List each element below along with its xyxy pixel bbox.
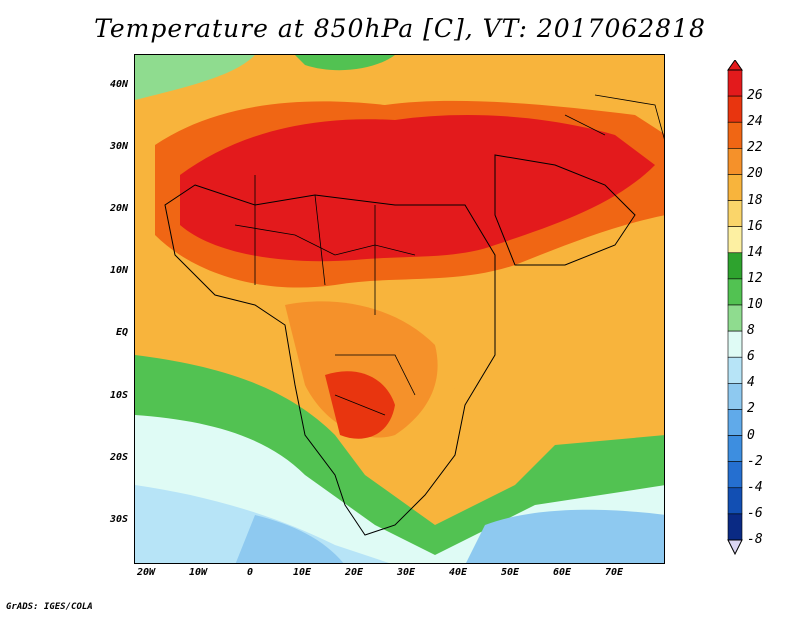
lat-label-10n: 10N (109, 265, 128, 276)
border-line-3 (334, 354, 416, 416)
colorbar-box (727, 461, 743, 489)
lat-label-10s: 10S (109, 390, 128, 401)
credit-text: GrADS: IGES/COLA (6, 602, 93, 612)
colorbar-box (727, 200, 743, 227)
colorbar-box (727, 278, 743, 306)
colorbar-tick-label: 16 (747, 218, 763, 234)
colorbar-tick-label: 18 (747, 192, 763, 208)
colorbar-tick-label: 6 (747, 349, 755, 365)
colorbar-box (727, 174, 743, 201)
lon-label-30e: 30E (396, 567, 416, 578)
colorbar-tick-label: 22 (747, 140, 763, 156)
border-line-1 (234, 224, 416, 256)
map-title: Temperature at 850hPa [C], VT: 201706281… (94, 14, 706, 43)
colorbar-tick-label: 20 (747, 166, 763, 182)
africa-outline (164, 184, 496, 536)
colorbar-box (727, 121, 743, 149)
colorbar-box (727, 330, 743, 358)
colorbar-bottom-arrow (727, 539, 743, 556)
colorbar-box (727, 304, 743, 332)
indian-ocean-warm (435, 285, 664, 435)
colorbar-tick-label: 12 (747, 270, 763, 286)
lon-label-10w: 10W (188, 567, 208, 578)
colorbar-tick-label: 2 (747, 401, 755, 417)
colorbar-tick-label: 24 (747, 114, 763, 130)
lon-label-40e: 40E (448, 567, 468, 578)
arabia-outline (494, 154, 636, 266)
colorbar-tick-label: -4 (747, 479, 763, 495)
colorbar-box (727, 383, 743, 410)
colorbar-box (727, 513, 743, 541)
colorbar-tick-label: 8 (747, 323, 755, 339)
lat-label-20n: 20N (109, 203, 128, 214)
lon-label-50e: 50E (500, 567, 520, 578)
colorbar-tick-label: 14 (747, 244, 763, 260)
colorbar-box (727, 487, 743, 515)
colorbar-tick-label: -2 (747, 453, 763, 469)
colorbar-box (727, 148, 743, 175)
colorbar-legend: 26 24 22 20 18 16 14 12 10 8 6 4 2 0 -2 -4 -6 -8 (725, 60, 795, 560)
colorbar-tick-label: 10 (747, 297, 763, 312)
border-line-4 (564, 94, 664, 140)
temperature-map (134, 54, 665, 564)
north-atlantic-cool (135, 55, 255, 100)
colorbar-box (727, 435, 743, 462)
lon-label-20w: 20W (136, 567, 156, 578)
colorbar-tick-label: -6 (747, 505, 763, 521)
lat-label-30s: 30S (109, 514, 128, 525)
europe-cool (295, 55, 395, 71)
map-canvas (135, 55, 664, 563)
southern-cold-band-east (466, 509, 664, 563)
lon-label-0: 0 (246, 567, 254, 578)
lon-label-70e: 70E (604, 567, 624, 578)
hottest-core (180, 115, 655, 262)
colorbar-boxes (727, 69, 743, 541)
lon-label-20e: 20E (344, 567, 364, 578)
lat-label-eq: EQ (115, 327, 128, 338)
lat-label-40n: 40N (109, 79, 128, 90)
colorbar-box (727, 409, 743, 436)
border-line-2 (254, 175, 376, 315)
lon-label-10e: 10E (292, 567, 312, 578)
southern-cold-patch (235, 515, 344, 563)
colorbar-svg (727, 60, 743, 556)
colorbar-box (727, 356, 743, 384)
colorbar-box (727, 226, 743, 254)
colorbar-tick-label: -8 (747, 532, 763, 547)
colorbar-tick-label: 0 (747, 427, 755, 443)
lat-label-30n: 30N (109, 141, 128, 152)
colorbar-box (727, 252, 743, 280)
colorbar-tick-label: 4 (747, 375, 755, 391)
colorbar-tick-label: 26 (747, 88, 763, 104)
colorbar-box (727, 69, 743, 97)
central-africa-warm (285, 301, 438, 438)
lat-label-20s: 20S (109, 452, 128, 463)
colorbar-box (727, 95, 743, 123)
lon-label-60e: 60E (552, 567, 572, 578)
colorbar-top-arrow (727, 60, 743, 71)
